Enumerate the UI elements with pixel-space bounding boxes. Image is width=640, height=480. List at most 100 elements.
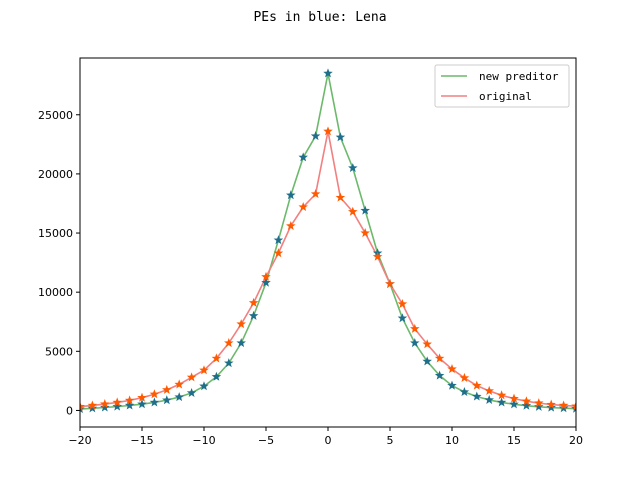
y-tick-label: 5000 [45, 345, 73, 358]
series-0-point [521, 400, 532, 410]
x-tick-label: 0 [325, 434, 332, 447]
series-0-point [286, 190, 296, 200]
series-0-point [534, 401, 544, 411]
series-0-point [100, 402, 110, 412]
series-0-point [199, 381, 209, 391]
series-1-point [348, 206, 358, 216]
series-0-point [162, 395, 172, 405]
series-0-point [273, 235, 284, 245]
series-0-point [496, 397, 507, 407]
series-0-point [261, 277, 271, 287]
series-1-point [149, 389, 160, 399]
series-1-point [397, 299, 408, 309]
x-tick-label: 15 [507, 434, 521, 447]
series-1-point [273, 248, 284, 258]
series-1-point [162, 384, 172, 394]
series-1-point [323, 126, 333, 136]
series-1-point [186, 372, 197, 382]
series-1-point [484, 385, 494, 395]
series-1-point [509, 393, 519, 403]
series-0-point [323, 68, 333, 78]
series-0-point [397, 313, 408, 323]
y-axis-ticks: 0 5000 10000 15000 20000 25000 [38, 109, 80, 417]
series-1-point [112, 397, 122, 407]
series-0-point [310, 131, 321, 141]
series-1-point [434, 353, 445, 363]
series-0-point [571, 403, 576, 413]
series-0-point [558, 403, 569, 413]
series-0-point [224, 358, 234, 368]
x-tick-label: −20 [68, 434, 91, 447]
series-1-point [298, 202, 308, 212]
series-1-point [521, 396, 532, 406]
x-tick-label: 20 [569, 434, 583, 447]
series-0-point [87, 403, 98, 413]
series-0-point [186, 387, 197, 397]
series-1-point [472, 380, 482, 390]
series-0-point [459, 386, 470, 397]
series-1-point [372, 251, 383, 261]
series-0-point [137, 399, 147, 409]
series-0-point [149, 397, 160, 407]
series-1-point [571, 401, 576, 411]
chart-title: PEs in blue: Lena [253, 10, 386, 25]
x-tick-label: −5 [258, 434, 274, 447]
series-1-point [422, 339, 432, 349]
y-tick-label: 25000 [38, 109, 73, 122]
series-0-point [410, 338, 420, 348]
series-line-1 [80, 131, 576, 408]
series-1-point [199, 365, 209, 375]
series-0-point [112, 401, 122, 411]
series-1-point [211, 353, 222, 363]
series-1-point [335, 192, 346, 202]
y-tick-label: 15000 [38, 227, 73, 240]
series-0-point [546, 402, 556, 412]
series-0-point [348, 162, 358, 173]
series-0-point [236, 338, 246, 348]
series-0-point [360, 205, 370, 215]
series-0-point [484, 394, 494, 404]
plot-frame [79, 57, 577, 428]
series-1-point [385, 278, 395, 288]
y-tick-label: 10000 [38, 286, 73, 299]
series-1-point [248, 297, 259, 307]
series-1-point [224, 338, 234, 348]
series-1-point [496, 390, 507, 400]
x-tick-label: 5 [387, 434, 394, 447]
legend-label: original [479, 90, 532, 103]
series-0-point [298, 152, 308, 162]
series-1-point [360, 228, 370, 238]
series-1-point [410, 323, 420, 333]
series-1-point [80, 401, 85, 411]
legend-label: new preditor [479, 70, 559, 83]
series-0-point [80, 404, 85, 414]
x-tick-label: −15 [130, 434, 153, 447]
series-0-point [509, 399, 519, 409]
plot-area [80, 68, 576, 414]
y-tick-label: 20000 [38, 168, 73, 181]
x-axis-ticks: −20 −15 −10 −5 0 5 10 15 20 [68, 427, 583, 447]
series-1-point [558, 400, 569, 410]
series-1-point [534, 398, 544, 408]
series-1-point [261, 271, 271, 281]
series-1-point [447, 364, 457, 374]
series-0-point [211, 371, 222, 381]
x-tick-label: −10 [192, 434, 215, 447]
series-1-point [236, 319, 246, 329]
series-0-point [248, 310, 259, 320]
series-1-point [286, 220, 296, 230]
series-1-point [546, 399, 556, 409]
series-0-point [434, 370, 445, 380]
series-0-point [422, 356, 432, 366]
series-0-point [472, 391, 482, 401]
series-1-point [124, 395, 135, 405]
series-1-point [137, 392, 147, 402]
series-0-point [174, 392, 184, 402]
series-line-0 [80, 73, 576, 410]
y-tick-label: 0 [66, 404, 73, 417]
legend-box [434, 64, 570, 108]
series-1-point [459, 372, 470, 382]
series-1-point [310, 189, 321, 199]
series-1-point [174, 379, 184, 389]
